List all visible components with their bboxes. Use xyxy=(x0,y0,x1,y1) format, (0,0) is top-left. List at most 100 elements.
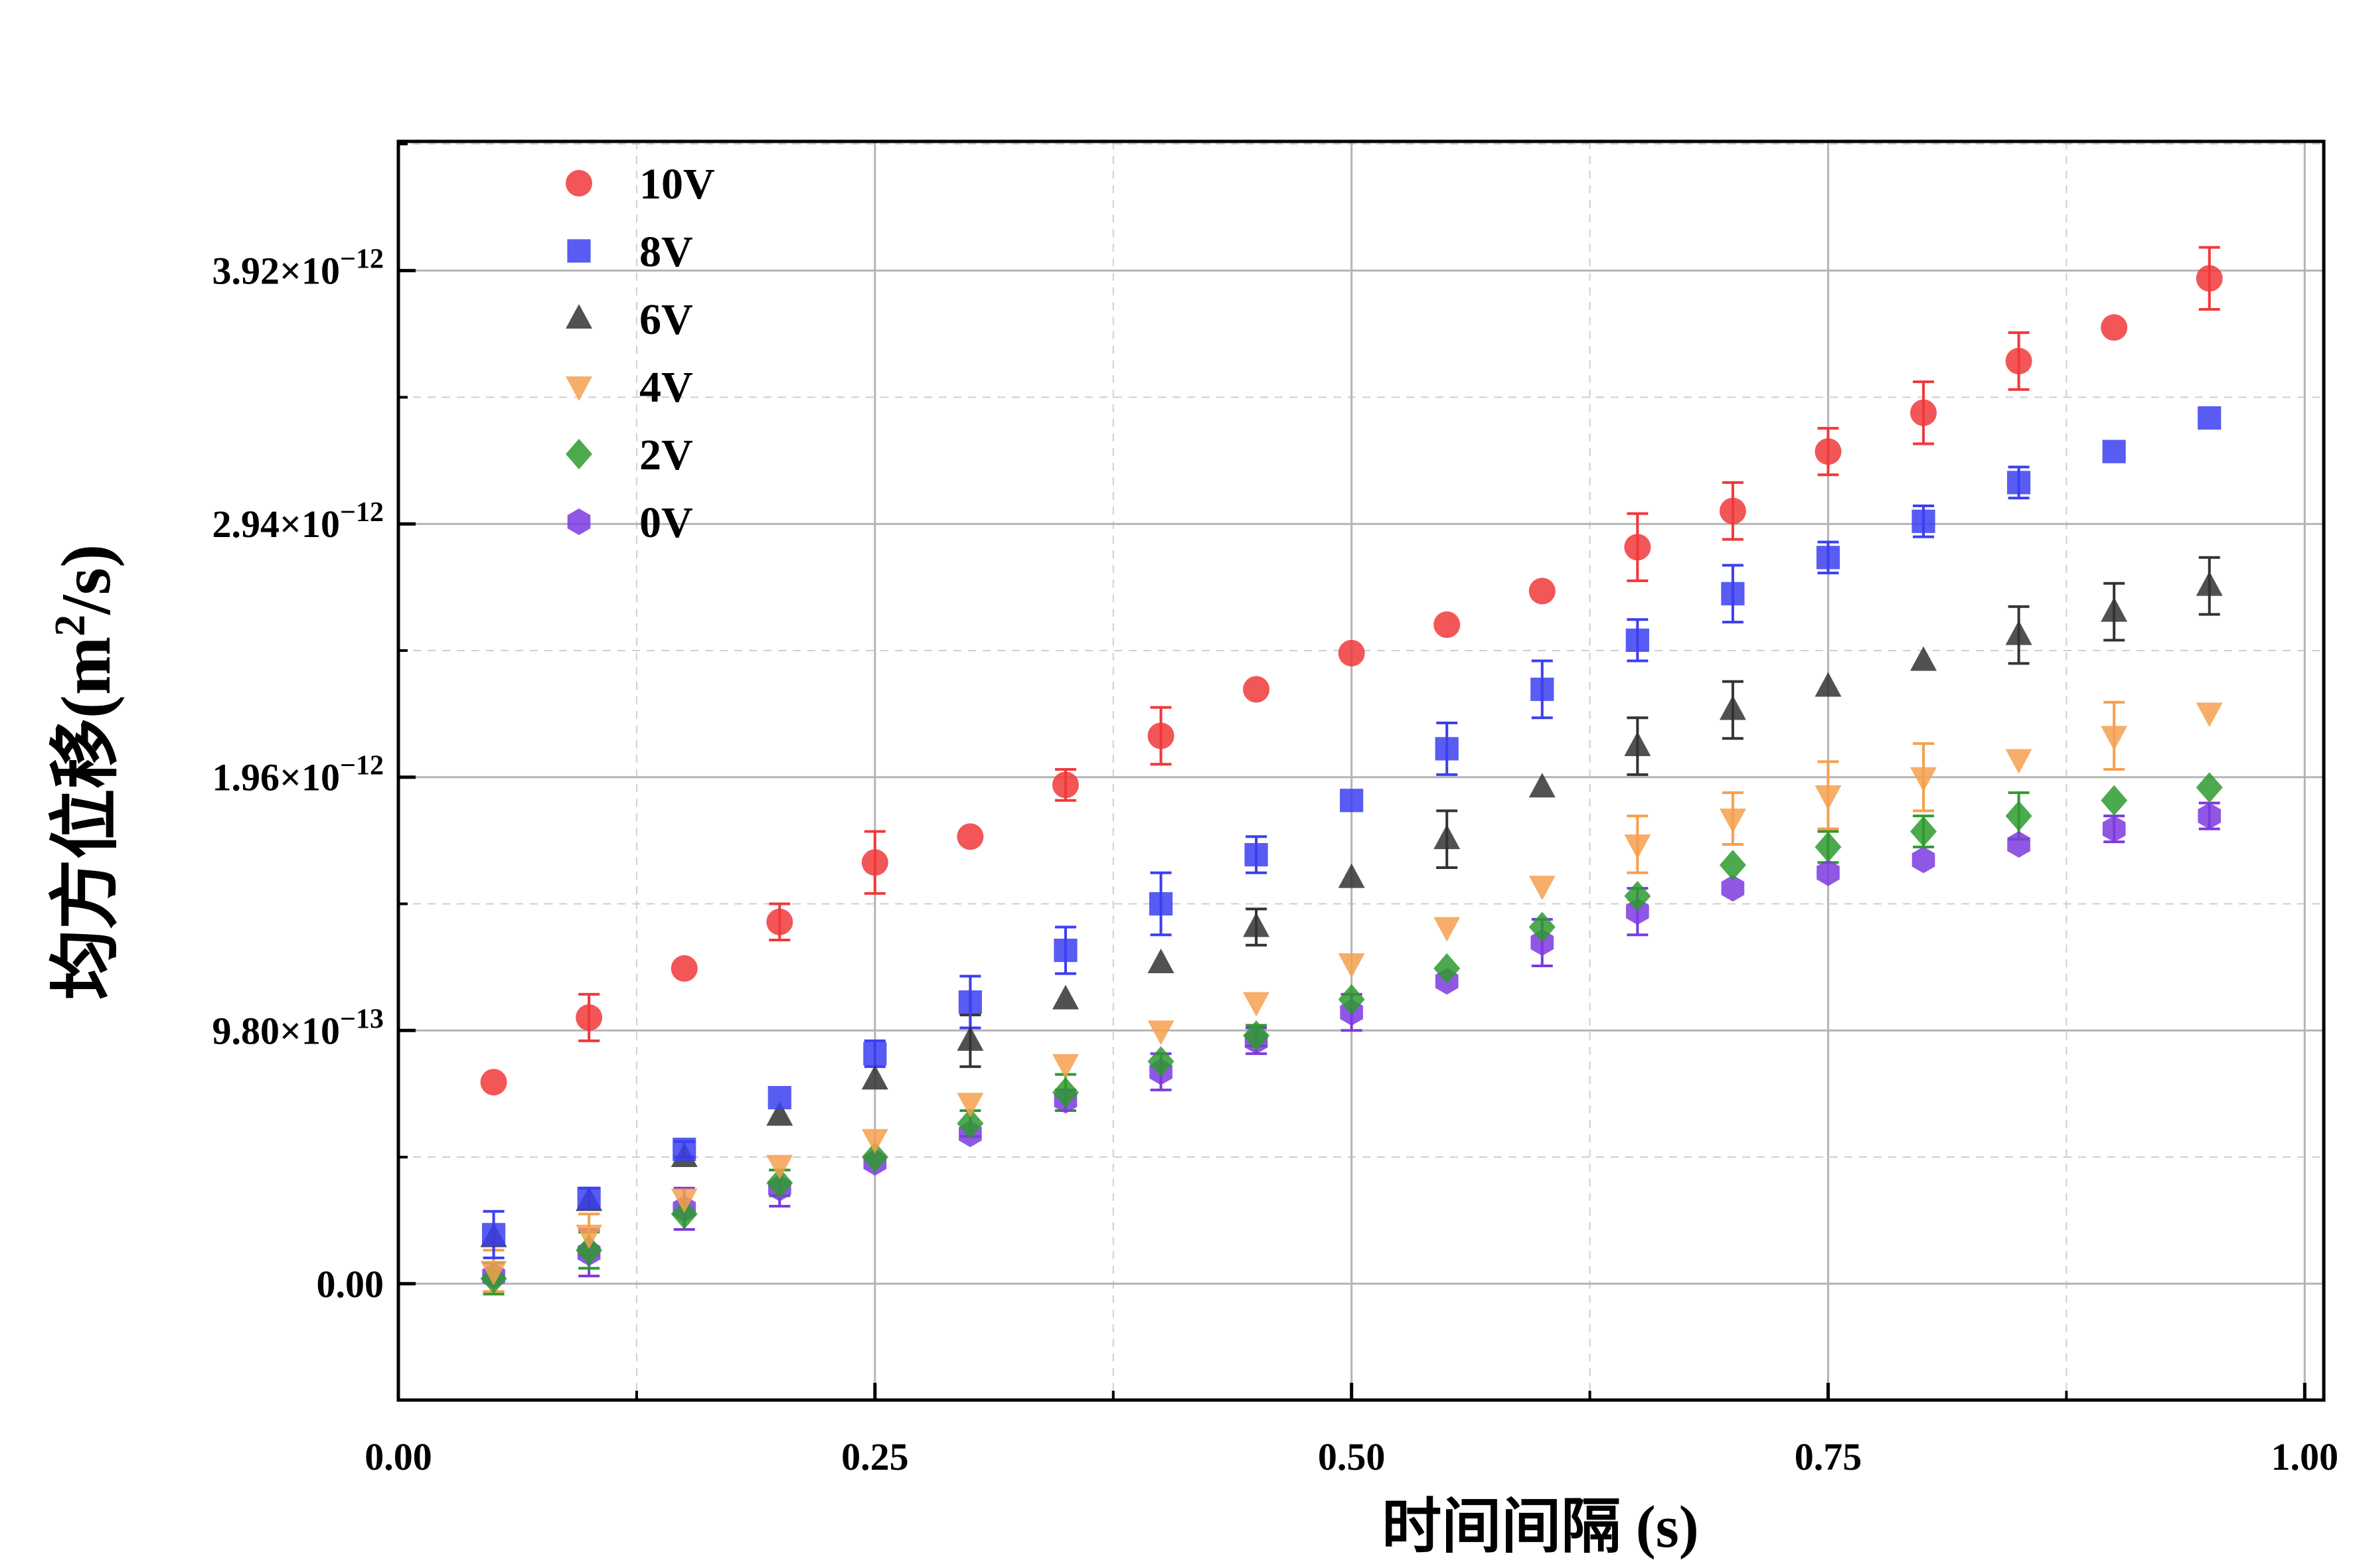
point-6V xyxy=(2196,571,2223,596)
point-10V xyxy=(1052,771,1079,799)
legend-item-4V: 4V xyxy=(566,363,693,412)
point-0V xyxy=(1721,875,1745,902)
point-0V xyxy=(2102,815,2126,842)
point-6V xyxy=(1052,984,1079,1010)
point-0V xyxy=(1626,898,1649,925)
point-4V xyxy=(1147,1020,1175,1046)
x-axis-title: 时间间隔 (s) xyxy=(1382,1494,1698,1560)
legend-item-8V: 8V xyxy=(567,228,693,276)
point-4V xyxy=(671,1188,698,1214)
point-6V xyxy=(2101,597,2128,622)
y-tick-label: 1.96×10−12 xyxy=(212,751,384,799)
point-4V xyxy=(861,1129,888,1154)
point-0V xyxy=(1530,929,1554,956)
x-tick-label: 0.25 xyxy=(841,1435,909,1478)
point-2V xyxy=(1338,984,1365,1015)
point-2V xyxy=(1624,880,1651,911)
point-10V xyxy=(671,955,698,982)
point-2V xyxy=(1910,816,1937,847)
point-2V xyxy=(576,1235,603,1266)
point-2V xyxy=(2005,801,2032,832)
legend-item-6V: 6V xyxy=(566,295,693,344)
point-8V xyxy=(481,1223,506,1247)
point-2V xyxy=(1052,1077,1079,1108)
point-4V xyxy=(957,1093,984,1118)
point-4V xyxy=(1624,834,1651,859)
point-2V xyxy=(957,1108,984,1139)
point-6V xyxy=(1815,672,1842,697)
point-10V xyxy=(576,1004,603,1031)
point-2V xyxy=(2196,772,2223,803)
legend-label: 4V xyxy=(639,363,693,412)
legend-label: 2V xyxy=(639,431,693,479)
point-10V xyxy=(861,849,888,876)
point-8V xyxy=(1816,546,1840,570)
legend-item-0V: 0V xyxy=(567,499,693,547)
plot-frame xyxy=(396,139,2326,1402)
point-4V xyxy=(1719,809,1746,834)
legend-marker xyxy=(566,376,592,401)
x-tick-label: 0.75 xyxy=(1795,1435,1862,1478)
point-2V xyxy=(1243,1020,1270,1052)
point-10V xyxy=(1147,722,1175,749)
point-8V xyxy=(673,1137,696,1161)
y-tick-label: 9.80×10−13 xyxy=(212,1004,384,1052)
point-8V xyxy=(1340,789,1364,813)
plot-area xyxy=(398,141,2324,1400)
point-4V xyxy=(1910,767,1937,792)
legend-marker xyxy=(566,170,592,196)
point-10V xyxy=(1624,534,1651,561)
point-2V xyxy=(861,1142,888,1173)
point-10V xyxy=(1719,497,1746,524)
legend-item-10V: 10V xyxy=(566,160,715,208)
point-2V xyxy=(1147,1046,1175,1077)
y-axis-ticks: 0.00 9.80×10−13 1.96×10−12 2.94×10−12 3.92×1… xyxy=(212,142,416,1306)
point-8V xyxy=(1911,509,1935,533)
point-10V xyxy=(1433,611,1461,639)
point-6V xyxy=(1147,949,1175,974)
point-4V xyxy=(2005,749,2032,774)
point-8V xyxy=(1721,582,1745,605)
legend-label: 10V xyxy=(639,160,715,208)
point-6V xyxy=(861,1065,888,1090)
point-4V xyxy=(1052,1054,1079,1079)
legend-label: 8V xyxy=(639,228,693,276)
point-2V xyxy=(1815,831,1842,862)
point-10V xyxy=(1815,438,1842,465)
point-6V xyxy=(766,1101,793,1126)
x-tick-label: 0.50 xyxy=(1318,1435,1386,1478)
point-8V xyxy=(577,1186,601,1210)
point-8V xyxy=(2102,439,2126,463)
point-4V xyxy=(576,1224,603,1249)
point-0V xyxy=(2198,803,2222,830)
point-0V xyxy=(1817,859,1840,886)
point-8V xyxy=(1054,938,1078,963)
point-2V xyxy=(671,1198,698,1229)
point-10V xyxy=(1338,639,1365,666)
point-10V xyxy=(2101,314,2128,341)
y-axis-title-group: 均方位移(m2/s) xyxy=(46,544,125,1000)
point-8V xyxy=(1244,842,1268,867)
point-4V xyxy=(1815,785,1842,810)
point-10V xyxy=(1910,399,1937,426)
point-4V xyxy=(1243,992,1270,1017)
point-8V xyxy=(2006,471,2031,495)
legend: 10V 8V 6V 4V 2V 0V xyxy=(566,160,715,547)
point-8V xyxy=(768,1085,791,1110)
point-6V xyxy=(2005,620,2032,645)
y-axis-title-sup: 2 xyxy=(46,615,94,637)
point-4V xyxy=(1433,917,1461,942)
point-10V xyxy=(1243,676,1270,703)
legend-marker xyxy=(567,239,591,263)
point-2V xyxy=(2101,785,2128,816)
y-tick-label: 0.00 xyxy=(317,1263,384,1306)
data-points xyxy=(480,265,2223,1294)
point-10V xyxy=(766,908,793,935)
point-4V xyxy=(2101,726,2128,751)
point-6V xyxy=(1624,732,1651,757)
point-6V xyxy=(1338,863,1365,888)
point-4V xyxy=(1528,876,1556,901)
point-4V xyxy=(480,1261,507,1286)
point-2V xyxy=(1528,911,1556,943)
